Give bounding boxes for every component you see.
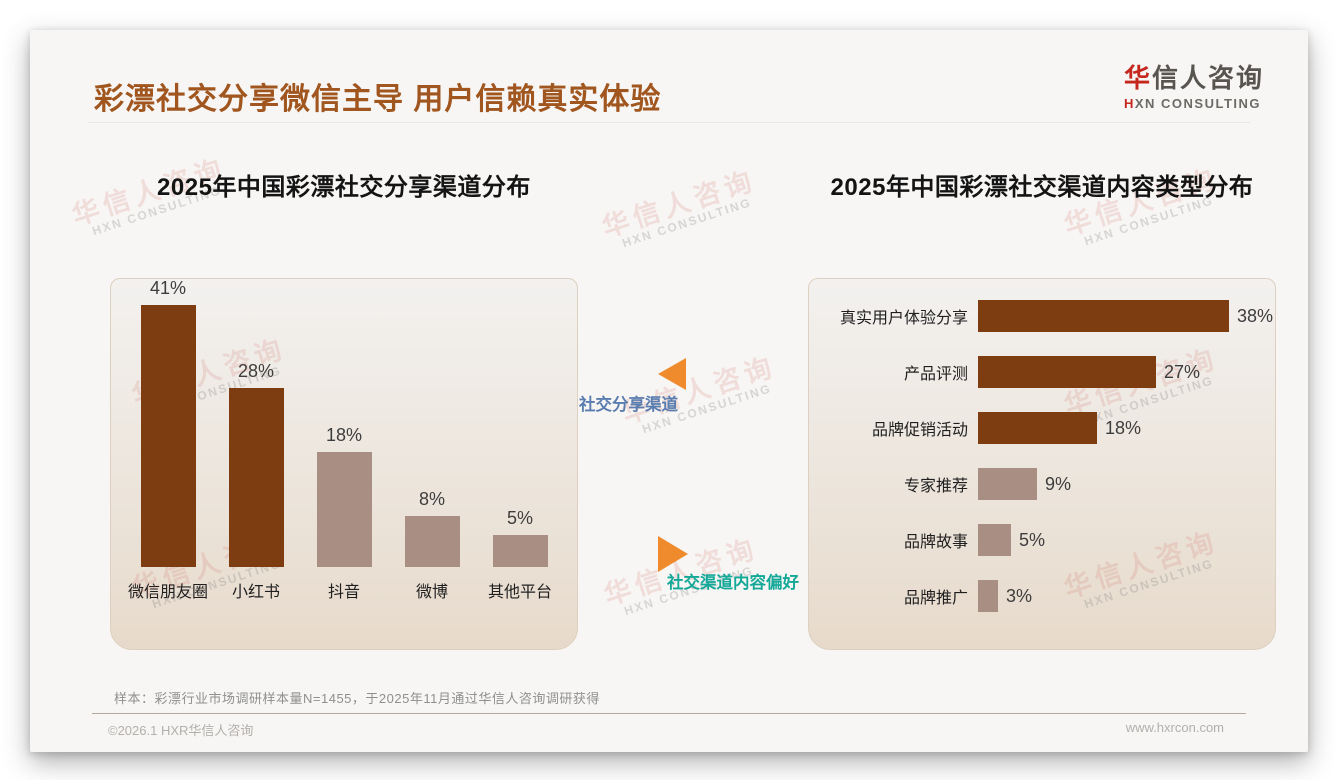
left-chart-title: 2025年中国彩漂社交分享渠道分布 xyxy=(157,174,531,201)
bar xyxy=(978,300,1229,332)
category-label: 品牌推广 xyxy=(903,590,968,607)
bar-value-label: 8% xyxy=(418,489,445,509)
sample-footnote: 样本：彩漂行业市场调研样本量N=1455，于2025年11月通过华信人咨询调研获… xyxy=(114,691,600,706)
bar-row: 品牌故事 5% xyxy=(808,512,1276,568)
arrow-left-icon xyxy=(658,358,686,390)
category-label: 抖音 xyxy=(327,584,360,601)
bar xyxy=(492,535,548,567)
left-bar-chart: 41% 28% 18% 8% 5% 微信朋友圈 小红书 抖音 微博 其他平台 xyxy=(110,278,578,650)
bar-value-label: 18% xyxy=(325,425,363,445)
footer-website: www.hxrcon.com xyxy=(1125,720,1224,735)
annotation-bottom-label: 社交渠道内容偏好 xyxy=(667,574,799,592)
annotation-top-label: 社交分享渠道 xyxy=(579,396,678,414)
bar-value-label: 41% xyxy=(149,278,187,298)
bar xyxy=(316,452,372,567)
watermark-cn-text: 华信人咨询 xyxy=(618,351,780,430)
right-chart-panel xyxy=(808,278,1276,650)
bar-value-label: 38% xyxy=(1237,305,1274,326)
brand-logo-en-rest: XN CONSULTING xyxy=(1134,96,1262,111)
bar-value-label: 9% xyxy=(1045,473,1072,494)
watermark-en-text: HXN CONSULTING xyxy=(620,195,754,251)
bar xyxy=(140,305,196,567)
bar-row: 产品评测 27% xyxy=(808,344,1276,400)
page-title: 彩漂社交分享微信主导 用户信赖真实体验 xyxy=(94,83,662,116)
bar-value-label: 27% xyxy=(1164,361,1201,382)
brand-logo-en-accent: H xyxy=(1123,96,1135,111)
bar-column: 28% xyxy=(212,361,300,567)
arrow-right-icon xyxy=(658,536,688,572)
bar-row: 专家推荐 9% xyxy=(808,456,1276,512)
right-chart-title: 2025年中国彩漂社交渠道内容类型分布 xyxy=(830,174,1254,201)
footer-copyright: ©2026.1 HXR华信人咨询 xyxy=(108,723,254,738)
bar-row: 品牌促销活动 18% xyxy=(808,400,1276,456)
category-label-row: 微信朋友圈 小红书 抖音 微博 其他平台 xyxy=(124,578,564,602)
bar-column: 8% xyxy=(388,489,476,567)
bar-value-label: 5% xyxy=(506,508,533,528)
bar xyxy=(978,580,998,612)
category-label: 品牌故事 xyxy=(903,534,968,551)
bar xyxy=(978,524,1011,556)
bar xyxy=(978,468,1037,500)
bar-value-label: 28% xyxy=(237,361,275,381)
bar xyxy=(404,516,460,567)
bar-column: 41% xyxy=(124,278,212,567)
brand-logo: 华信人咨询 HXN CONSULTING xyxy=(1124,58,1264,111)
category-label: 微博 xyxy=(415,584,448,601)
category-label: 品牌促销活动 xyxy=(871,422,968,439)
slide-card: 华信人咨询 HXN CONSULTING 华信人咨询 HXN CONSULTING 华信… xyxy=(30,30,1308,752)
category-label: 微信朋友圈 xyxy=(127,584,208,601)
bar-value-label: 3% xyxy=(1006,585,1033,606)
bar-column: 18% xyxy=(300,425,388,567)
right-bar-chart: 真实用户体验分享 38% 产品评测 27% 品牌促销活动 18% 专家推荐 9% 品牌故事 5% 品… xyxy=(808,278,1276,650)
bar xyxy=(228,388,284,567)
category-label: 小红书 xyxy=(231,584,280,601)
brand-logo-cn: 华信人咨询 xyxy=(1124,58,1264,95)
watermark-cn-text: 华信人咨询 xyxy=(598,165,760,244)
brand-logo-en: HXN CONSULTING xyxy=(1124,96,1264,111)
category-label: 其他平台 xyxy=(487,584,552,601)
bar-row: 真实用户体验分享 38% xyxy=(808,288,1276,344)
category-label: 真实用户体验分享 xyxy=(839,310,968,327)
category-label: 专家推荐 xyxy=(903,478,968,495)
brand-logo-cn-rest: 信人咨询 xyxy=(1151,63,1264,93)
bar-value-label: 5% xyxy=(1019,529,1046,550)
bar-column: 5% xyxy=(476,508,564,567)
bar-row: 品牌推广 3% xyxy=(808,568,1276,624)
bar xyxy=(978,412,1097,444)
bar-area: 41% 28% 18% 8% 5% xyxy=(124,278,564,567)
header-divider xyxy=(88,122,1250,123)
footer-divider xyxy=(92,713,1246,714)
brand-logo-cn-accent: 华 xyxy=(1123,63,1152,93)
bar-value-label: 18% xyxy=(1105,417,1142,438)
category-label: 产品评测 xyxy=(903,366,968,383)
bar xyxy=(978,356,1156,388)
